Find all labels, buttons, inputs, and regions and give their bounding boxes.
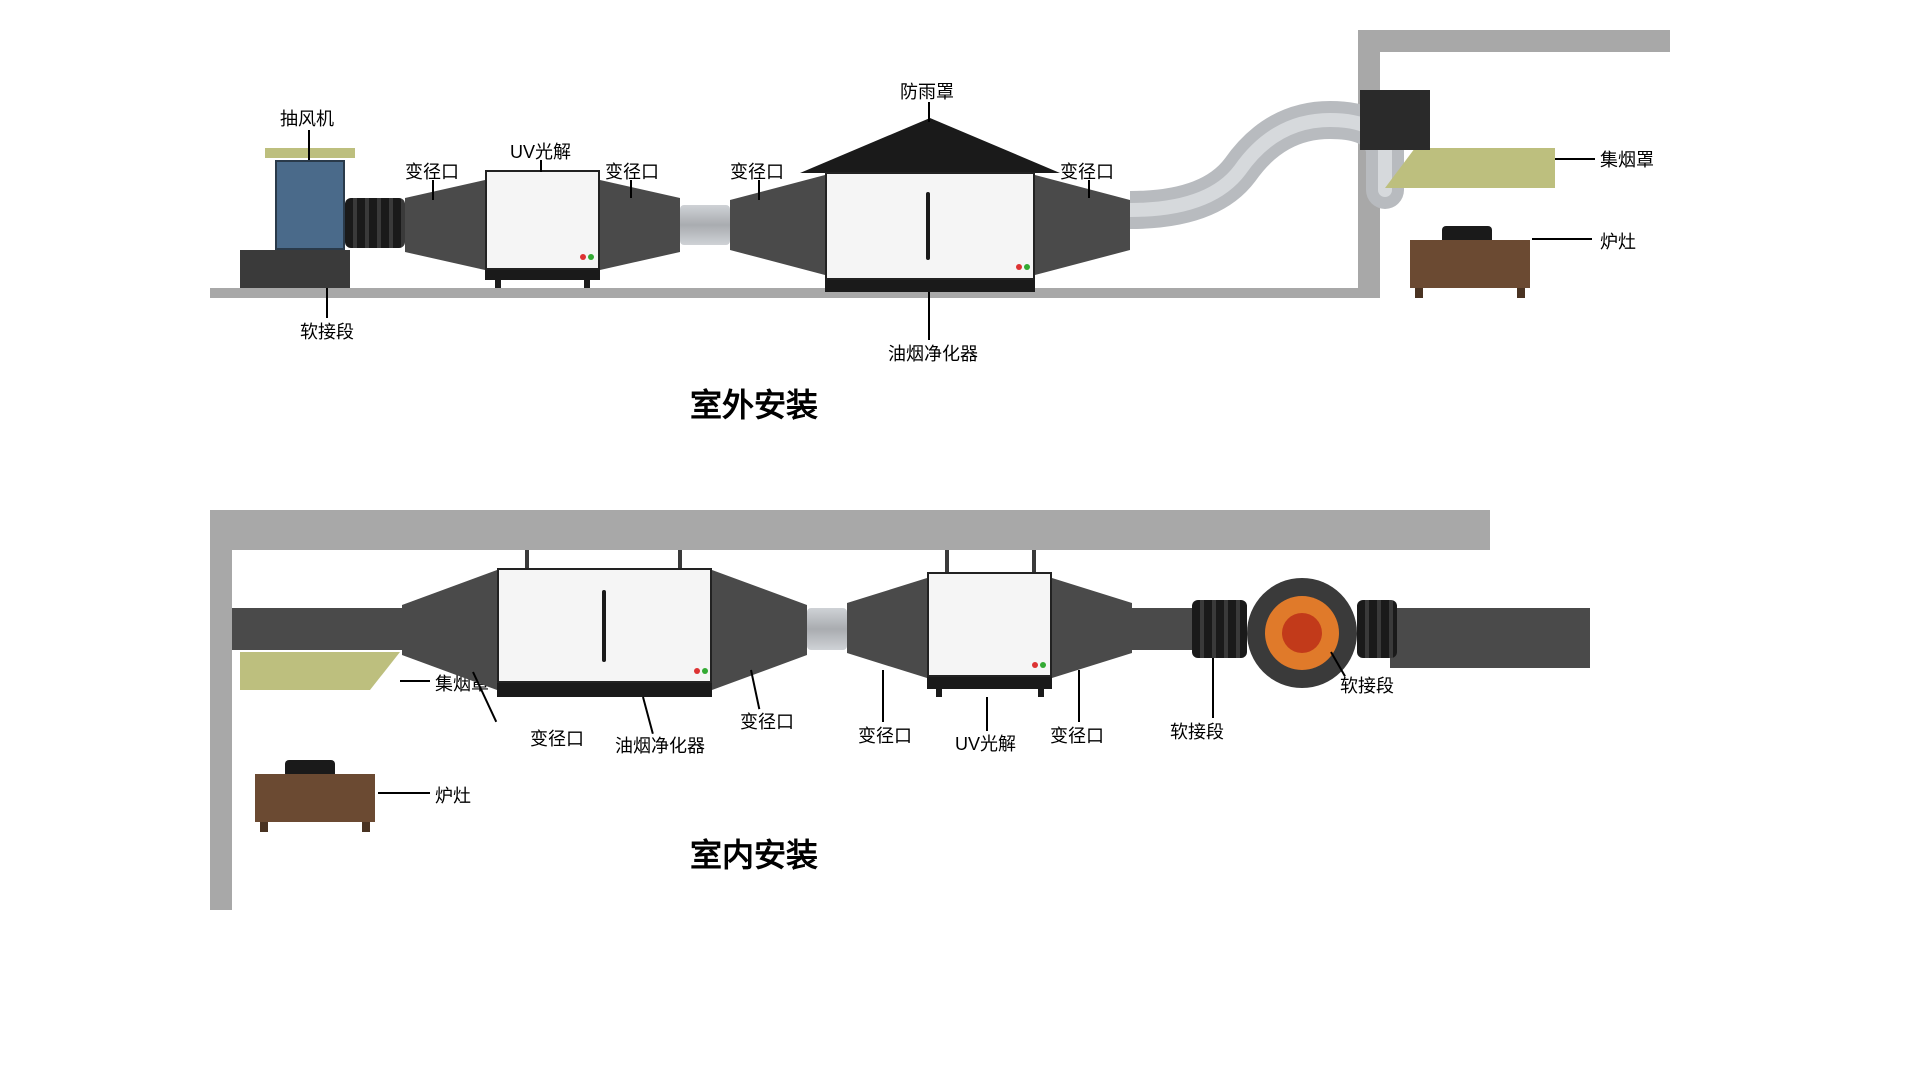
indoor-duct-2 (1132, 608, 1192, 650)
uv-leg-r (584, 280, 590, 288)
exhaust-fan (275, 160, 345, 250)
leader-pur (928, 292, 930, 340)
purifier-unit (825, 172, 1035, 280)
diagram-outdoor: 抽风机 软接段 变径口 UV光解 变径口 变径口 防雨罩 油烟净化器 (210, 30, 1710, 440)
indoor-reducer-3 (847, 578, 927, 678)
leader-r4 (1088, 180, 1090, 198)
leader-fan (308, 130, 310, 160)
indoor-fan-inner (1282, 613, 1322, 653)
uv-unit-base (485, 270, 600, 280)
indoor-hood (240, 652, 400, 690)
stove-leg-r (1517, 288, 1525, 298)
pipe-mid (680, 205, 730, 245)
indoor-soft-conn-2 (1357, 600, 1397, 658)
ipur-led-2 (702, 668, 708, 674)
stove-top (1442, 226, 1492, 240)
label-purifier: 油烟净化器 (888, 340, 978, 366)
leader-isoft1 (1212, 658, 1214, 718)
label-reducer-3: 变径口 (730, 158, 784, 184)
uv-led-2 (588, 254, 594, 260)
indoor-ceiling (210, 510, 1490, 550)
label-indoor-stove: 炉灶 (435, 782, 471, 808)
hood (1385, 148, 1555, 188)
purifier-slot (926, 192, 930, 260)
leader-rain (928, 102, 930, 122)
title-outdoor: 室外安装 (690, 380, 818, 426)
hanger-uv-1 (945, 550, 949, 572)
indoor-stove-leg-l (260, 822, 268, 832)
leader-ir4 (1078, 670, 1080, 722)
reducer-1 (405, 180, 485, 270)
fan-stand (240, 250, 350, 288)
label-ireducer-2: 变径口 (740, 708, 794, 734)
reducer-4 (1035, 175, 1130, 275)
label-fan: 抽风机 (280, 105, 334, 131)
leader-is (378, 792, 430, 794)
leader-uv (540, 160, 542, 172)
label-hood: 集烟罩 (1600, 146, 1654, 172)
label-iuv: UV光解 (955, 730, 1016, 756)
hanger-uv-2 (1032, 550, 1036, 572)
label-reducer-2: 变径口 (605, 158, 659, 184)
hood-connector (1360, 90, 1430, 150)
iuv-leg-r (1038, 689, 1044, 697)
leader-hood (1555, 158, 1595, 160)
ipur-led-1 (694, 668, 700, 674)
hanger-p-1 (525, 550, 529, 568)
fan-top-plate (265, 148, 355, 158)
reducer-3 (730, 175, 825, 275)
hanger-p-2 (678, 550, 682, 568)
indoor-stove-body (255, 774, 375, 822)
label-ipurifier: 油烟净化器 (615, 732, 705, 758)
indoor-pipe-mid (807, 608, 847, 650)
purifier-base (825, 280, 1035, 292)
leader-r3 (758, 180, 760, 200)
leader-ipur (642, 697, 654, 734)
leader-iuv (986, 697, 988, 731)
label-isoft-2: 软接段 (1340, 672, 1394, 698)
pur-led-1 (1016, 264, 1022, 270)
indoor-exit-duct (1390, 608, 1590, 668)
label-ireducer-4: 变径口 (1050, 722, 1104, 748)
indoor-reducer-4 (1052, 578, 1132, 678)
indoor-uv-base (927, 677, 1052, 689)
iuv-led-2 (1040, 662, 1046, 668)
indoor-wall (210, 550, 232, 910)
label-soft-conn: 软接段 (300, 318, 354, 344)
label-stove: 炉灶 (1600, 228, 1636, 254)
leader-r2 (630, 180, 632, 198)
leader-stove (1532, 238, 1592, 240)
label-ireducer-3: 变径口 (858, 722, 912, 748)
leader-ir3 (882, 670, 884, 722)
uv-led-1 (580, 254, 586, 260)
iuv-led-1 (1032, 662, 1038, 668)
indoor-stove-leg-r (362, 822, 370, 832)
stove-leg-l (1415, 288, 1423, 298)
pur-led-2 (1024, 264, 1030, 270)
indoor-pur-base (497, 683, 712, 697)
indoor-reducer-1 (402, 570, 497, 690)
indoor-reducer-2 (712, 570, 807, 690)
reducer-2 (600, 180, 680, 270)
outdoor-roof-ext (1380, 30, 1670, 52)
indoor-stove-top (285, 760, 335, 774)
title-indoor: 室内安装 (690, 830, 818, 876)
indoor-pur-slot (602, 590, 606, 662)
indoor-soft-conn-1 (1192, 600, 1247, 658)
label-isoft-1: 软接段 (1170, 718, 1224, 744)
leader-softconn (326, 288, 328, 318)
iuv-leg-l (936, 689, 942, 697)
uv-leg-l (495, 280, 501, 288)
diagram-indoor: 集烟罩 炉灶 变径口 (210, 500, 1710, 970)
outdoor-ground (210, 288, 1360, 298)
indoor-duct-1 (232, 608, 402, 650)
label-reducer-4: 变径口 (1060, 158, 1114, 184)
label-ireducer-1: 变径口 (530, 725, 584, 751)
leader-r1 (432, 180, 434, 200)
label-raincover: 防雨罩 (900, 78, 954, 104)
stove-body (1410, 240, 1530, 288)
rain-cover (800, 118, 1060, 173)
soft-connection (345, 198, 405, 248)
